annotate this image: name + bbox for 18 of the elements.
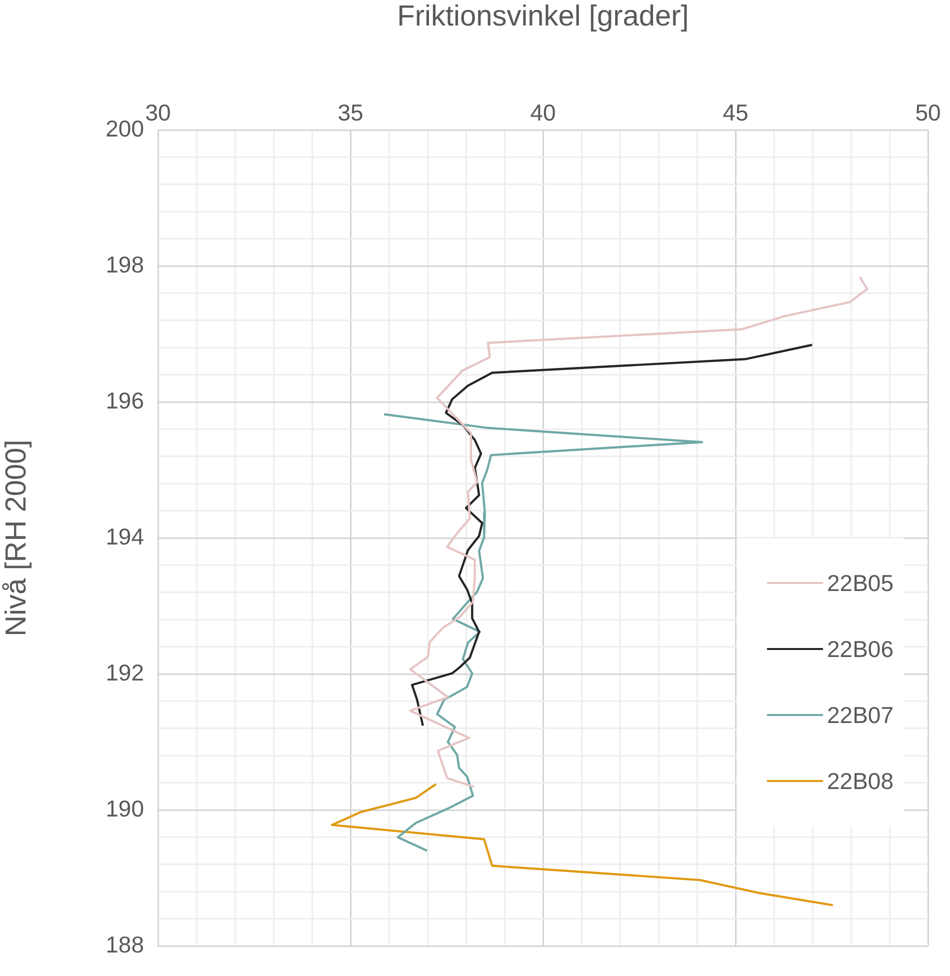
x-axis-title: Friktionsvinkel [grader] — [397, 0, 689, 32]
y-tick-label: 196 — [106, 387, 144, 414]
legend-label: 22B08 — [827, 768, 894, 794]
legend-label: 22B07 — [827, 702, 894, 728]
y-tick-label: 192 — [106, 659, 144, 686]
y-tick-label: 194 — [106, 523, 144, 550]
y-tick-label: 198 — [106, 251, 144, 278]
legend-label: 22B05 — [827, 570, 894, 596]
x-tick-label: 45 — [722, 100, 748, 126]
y-tick-label: 200 — [106, 115, 144, 142]
y-tick-label: 188 — [106, 931, 144, 958]
legend-label: 22B06 — [827, 636, 894, 662]
x-tick-label: 50 — [915, 100, 941, 126]
y-tick-label: 190 — [106, 795, 144, 822]
x-tick-label: 40 — [530, 100, 556, 126]
x-tick-label: 35 — [338, 100, 364, 126]
y-axis-title: Nivå [RH 2000] — [0, 440, 32, 636]
x-tick-label: 30 — [145, 100, 171, 126]
